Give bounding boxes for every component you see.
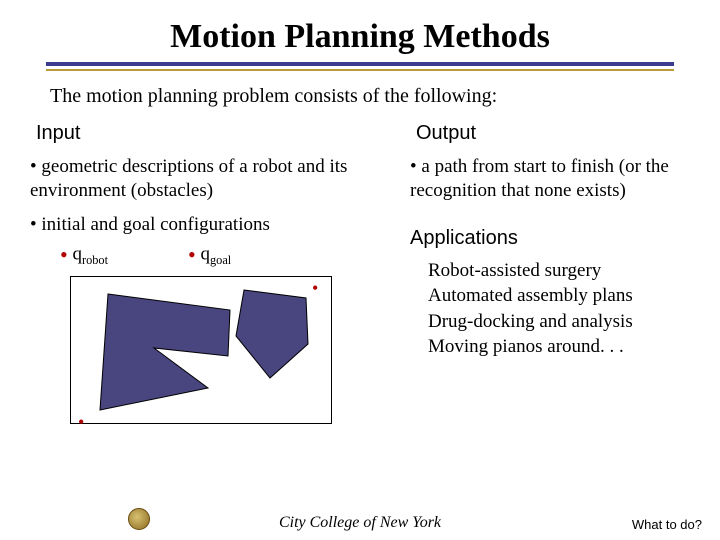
q-robot-label: • qrobot xyxy=(60,242,108,268)
corner-note: What to do? xyxy=(632,517,702,532)
app-item: Robot-assisted surgery xyxy=(428,258,690,284)
app-item: Moving pianos around. . . xyxy=(428,334,690,360)
output-heading: Output xyxy=(416,122,690,145)
intro-text: The motion planning problem consists of … xyxy=(50,85,690,108)
qrobot-dot-icon: • xyxy=(312,278,318,299)
q-labels: • qrobot • qgoal xyxy=(60,242,400,268)
obstacle-2 xyxy=(236,290,308,378)
qgoal-dot-icon: • xyxy=(78,412,84,433)
footer-text: City College of New York xyxy=(0,514,720,532)
applications-heading: Applications xyxy=(410,227,690,250)
diagram: • • xyxy=(60,274,360,434)
output-bullet-1: • a path from start to finish (or the re… xyxy=(410,155,690,203)
input-bullet-2: • initial and goal configurations xyxy=(30,213,400,237)
title-underline xyxy=(46,62,674,71)
q-goal-label: • qgoal xyxy=(188,242,231,268)
input-bullet-1: • geometric descriptions of a robot and … xyxy=(30,155,400,203)
input-heading: Input xyxy=(36,122,400,145)
obstacle-1 xyxy=(100,294,230,410)
slide-title: Motion Planning Methods xyxy=(30,18,690,56)
app-item: Drug-docking and analysis xyxy=(428,309,690,335)
applications-list: Robot-assisted surgery Automated assembl… xyxy=(428,258,690,361)
app-item: Automated assembly plans xyxy=(428,283,690,309)
